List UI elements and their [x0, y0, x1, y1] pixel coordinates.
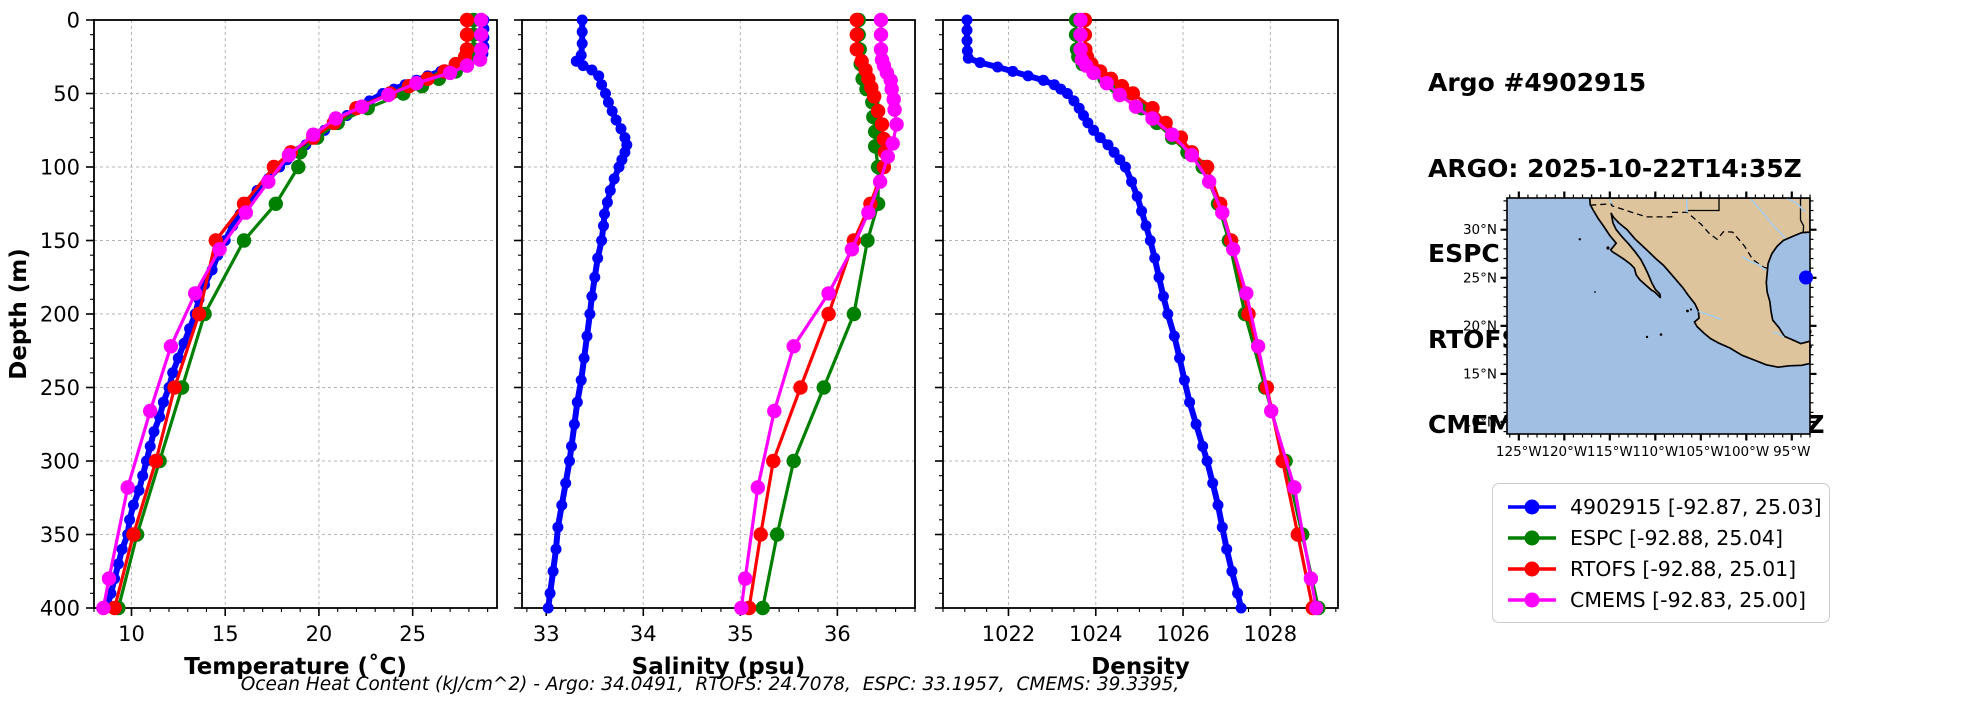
map-lon-tick: 95°W — [1773, 444, 1810, 460]
map-lon-tick: 115°W — [1587, 444, 1633, 460]
map-lon-tick: 125°W — [1496, 444, 1542, 460]
map-lon-tick: 100°W — [1723, 444, 1769, 460]
location-map: 125°W 120°W 115°W 110°W 105°W 100°W 95°W 30°N 25… — [1463, 191, 1817, 460]
rtofs-line-marker-icon — [1508, 561, 1556, 576]
map-lon-tick: 105°W — [1678, 444, 1724, 460]
density-xtick: 1028 — [1244, 622, 1297, 646]
depth-ytick: 200 — [40, 303, 80, 327]
legend-label-espc: ESPC [-92.88, 25.04] — [1570, 525, 1783, 550]
profile-charts: 10 15 20 25050100150200250300350400Temperat… — [6, 9, 1339, 680]
legend: 4902915 [-92.87, 25.03] ESPC [-92.88, 25… — [1492, 483, 1830, 623]
temperature-xtick: 10 — [118, 622, 145, 646]
salinity-xtick: 36 — [824, 622, 851, 646]
temperature-panel: 10 15 20 25050100150200250300350400Temperat… — [6, 9, 498, 680]
legend-label-cmems: CMEMS [-92.83, 25.00] — [1570, 587, 1806, 612]
temperature-xtick: 20 — [306, 622, 333, 646]
depth-ytick: 100 — [40, 156, 80, 180]
map-lon-tick: 110°W — [1632, 444, 1678, 460]
espc-line-marker-icon — [1508, 530, 1556, 545]
map-land-mexico — [1588, 198, 1810, 369]
legend-label-rtofs: RTOFS [-92.88, 25.01] — [1570, 556, 1797, 581]
temperature-axis-label: Temperature (˚C) — [184, 653, 407, 680]
map-country-border — [1590, 203, 1769, 270]
temperature-xtick: 15 — [212, 622, 239, 646]
map-lat-tick: 30°N — [1463, 222, 1497, 238]
map-islands — [1578, 238, 1693, 339]
legend-item-cmems: CMEMS [-92.83, 25.00] — [1493, 584, 1829, 615]
depth-ytick: 300 — [40, 450, 80, 474]
float-position-marker — [1799, 270, 1813, 285]
map-state-borders — [1686, 198, 1805, 233]
map-ticks: 125°W 120°W 115°W 110°W 105°W 100°W 95°W 30°N 25… — [1463, 191, 1817, 460]
density-xtick: 1024 — [1069, 622, 1122, 646]
temperature-xtick: 25 — [399, 622, 426, 646]
legend-item-rtofs: RTOFS [-92.88, 25.01] — [1493, 553, 1829, 584]
temperature-series-4902915 — [104, 20, 487, 609]
salinity-xtick: 35 — [727, 622, 754, 646]
ocean-heat-content-note: Ocean Heat Content (kJ/cm^2) - Argo: 34.… — [240, 674, 1180, 695]
map-lat-tick: 20°N — [1463, 318, 1497, 334]
depth-ytick: 0 — [67, 9, 80, 33]
salinity-axis-label: Salinity (psu) — [632, 654, 806, 680]
map-lat-tick: 25°N — [1463, 270, 1497, 286]
salinity-xtick: 34 — [630, 622, 657, 646]
argo-line-marker-icon — [1508, 499, 1556, 514]
page-title: Argo #4902915 — [1428, 68, 1647, 97]
depth-axis-label: Depth (m) — [6, 248, 32, 380]
map-rivers — [1608, 198, 1806, 338]
salinity-panel: 33 34 35 36 Salinity (psu) — [514, 12, 916, 680]
density-xtick: 1022 — [982, 622, 1035, 646]
legend-label-argo: 4902915 [-92.87, 25.03] — [1570, 494, 1822, 519]
depth-ytick: 250 — [40, 376, 80, 400]
density-series-4902915 — [964, 20, 1245, 609]
map-lat-tick: 15°N — [1463, 366, 1497, 382]
depth-ytick: 400 — [40, 597, 80, 621]
map-lon-tick: 120°W — [1541, 444, 1587, 460]
salinity-xtick: 33 — [533, 622, 560, 646]
cmems-line-marker-icon — [1508, 592, 1556, 607]
legend-item-argo: 4902915 [-92.87, 25.03] — [1493, 491, 1829, 522]
depth-ytick: 350 — [40, 523, 80, 547]
density-axis-label: Density — [1091, 654, 1190, 680]
map-lat-tick: 10°N — [1463, 414, 1497, 430]
depth-ytick: 150 — [40, 229, 80, 253]
depth-ytick: 50 — [53, 82, 80, 106]
legend-item-espc: ESPC [-92.88, 25.04] — [1493, 522, 1829, 553]
argo-timestamp: ARGO: 2025-10-22T14:35Z — [1428, 153, 1802, 183]
density-xtick: 1026 — [1156, 622, 1209, 646]
density-panel: 1022 1024 1026 1028 Density — [935, 12, 1339, 680]
